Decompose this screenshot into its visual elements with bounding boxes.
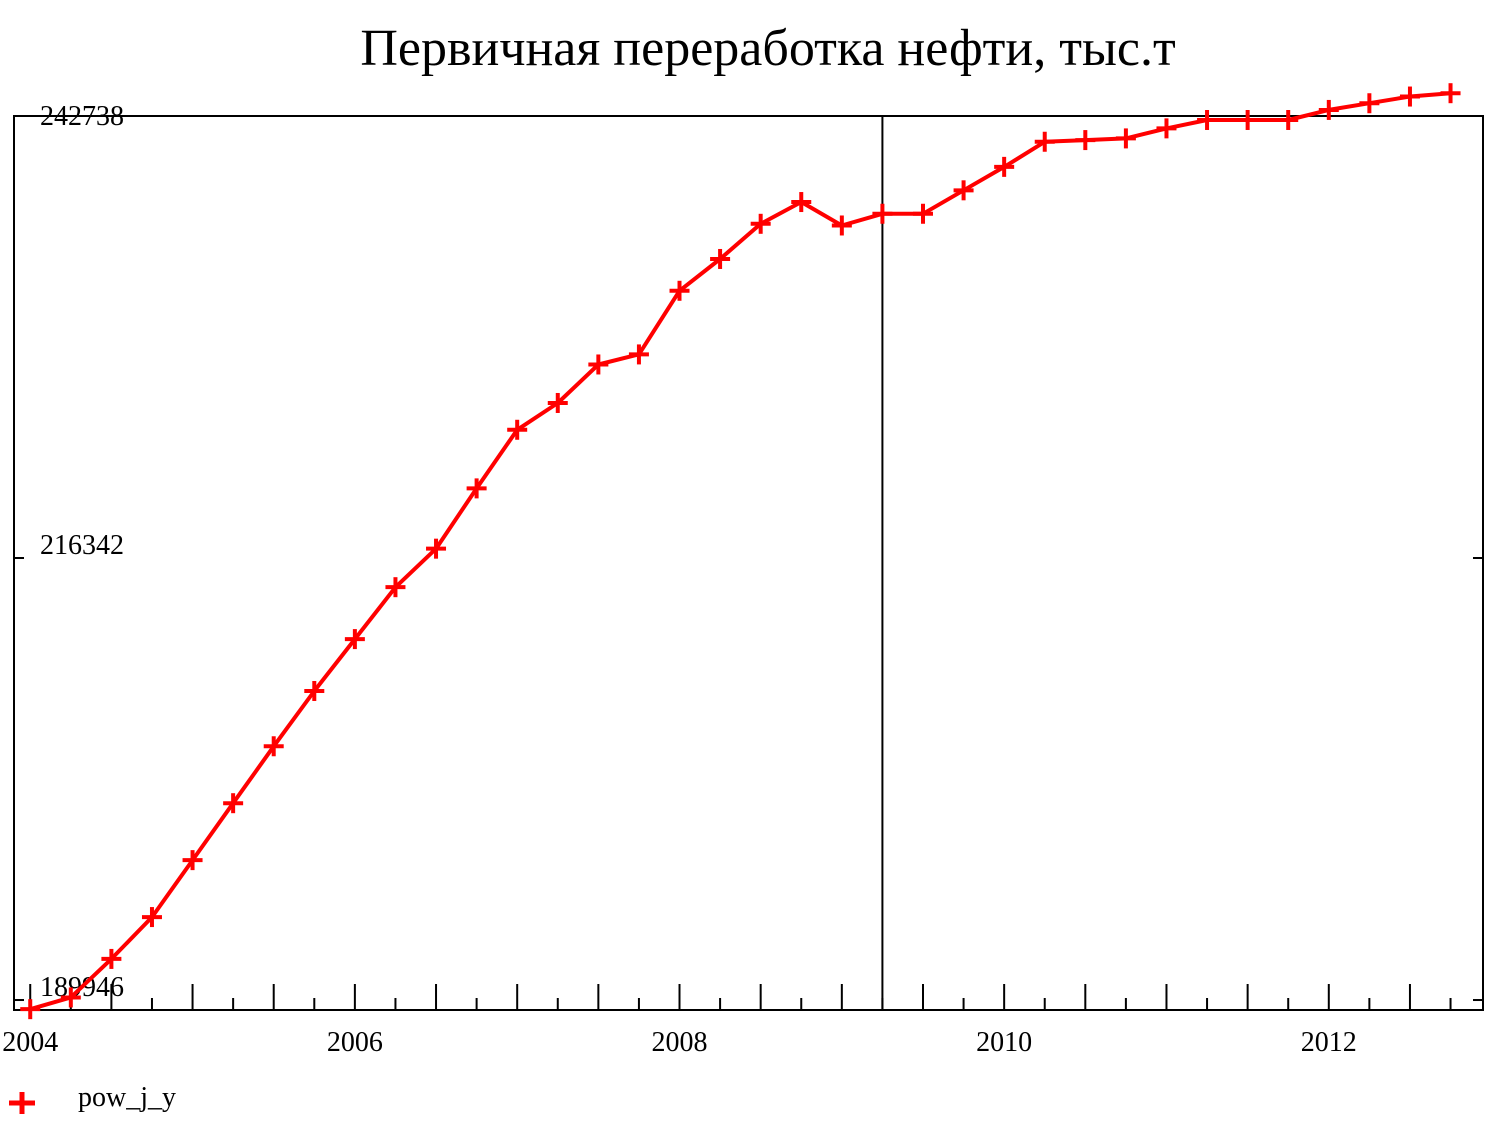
x-tick-label: 2012 xyxy=(1301,1027,1357,1058)
data-point xyxy=(385,577,406,598)
data-point xyxy=(791,192,812,213)
x-tick-label: 2008 xyxy=(652,1027,708,1058)
chart-title: Первичная переработка нефти, тыс.т xyxy=(360,20,1175,77)
legend-label: pow_j_y xyxy=(78,1082,176,1113)
data-point xyxy=(1399,86,1420,107)
data-point xyxy=(20,999,41,1020)
y-tick-label: 216342 xyxy=(40,530,124,561)
legend-marker-icon xyxy=(9,1092,35,1114)
data-point xyxy=(547,392,568,413)
data-point xyxy=(912,203,933,224)
data-point xyxy=(60,987,81,1008)
plot-frame xyxy=(13,115,1484,1011)
data-point xyxy=(507,419,528,440)
data-point xyxy=(628,344,649,365)
data-point xyxy=(588,354,609,375)
data-point xyxy=(750,213,771,234)
x-axis: 2004 2006 2008 2010 2012 xyxy=(2,984,1452,1058)
x-tick-label: 2010 xyxy=(976,1027,1032,1058)
data-point xyxy=(141,907,162,928)
data-point xyxy=(831,215,852,236)
data-point xyxy=(1440,83,1461,104)
data-point xyxy=(994,156,1015,177)
data-point xyxy=(101,948,122,969)
x-tick-label: 2006 xyxy=(327,1027,383,1058)
data-point xyxy=(1075,130,1096,151)
data-point xyxy=(1197,109,1218,130)
x-tick-label: 2004 xyxy=(2,1027,58,1058)
data-point xyxy=(1156,118,1177,139)
data-point xyxy=(1318,99,1339,120)
data-series xyxy=(20,83,1461,1020)
data-point xyxy=(1115,128,1136,149)
data-point xyxy=(304,681,325,702)
data-point xyxy=(872,203,893,224)
data-point xyxy=(1237,109,1258,130)
data-point xyxy=(223,793,244,814)
series-line xyxy=(29,91,1451,1012)
data-point xyxy=(466,478,487,499)
data-point xyxy=(182,850,203,871)
legend: pow_j_y xyxy=(9,1082,176,1114)
data-point xyxy=(263,736,284,757)
data-point xyxy=(426,538,447,559)
data-point xyxy=(1278,109,1299,130)
y-tick-label: 242738 xyxy=(40,101,124,132)
data-point xyxy=(1034,131,1055,152)
data-point xyxy=(953,180,974,201)
data-point xyxy=(669,280,690,301)
data-point xyxy=(1359,93,1380,114)
data-point xyxy=(344,629,365,650)
data-point xyxy=(710,248,731,269)
